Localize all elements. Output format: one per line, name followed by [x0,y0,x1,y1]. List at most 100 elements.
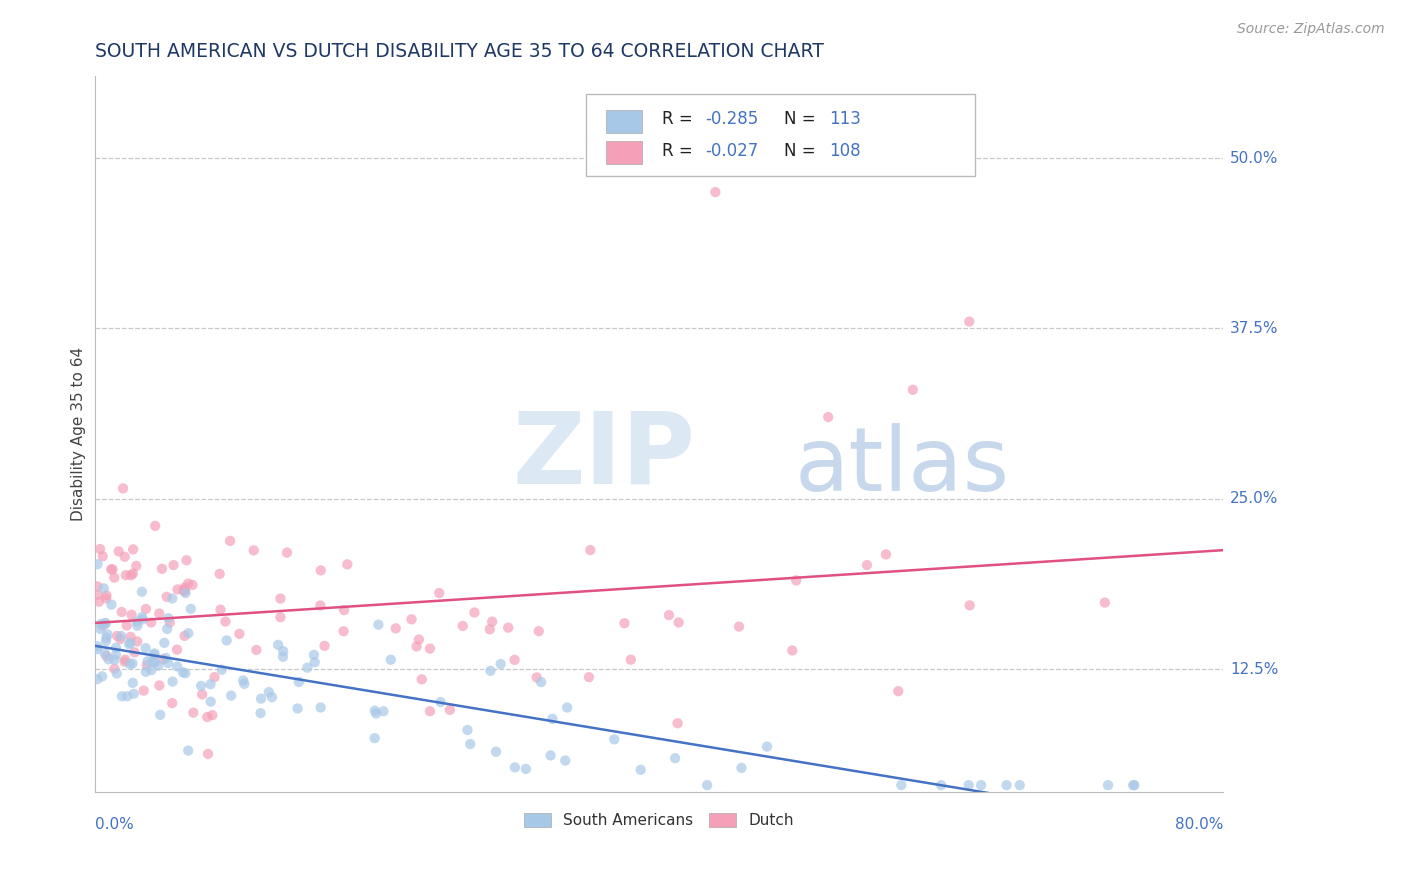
Point [89,622,111,636]
Point [856,558,879,573]
Text: R =: R = [662,110,699,128]
Point [127,618,149,632]
Point [86,639,108,653]
Point [666,716,689,731]
Point [114,568,136,582]
Point [959,599,981,613]
Point [120,636,142,650]
Point [91,618,114,632]
Point [125,558,148,573]
Point [242,543,264,558]
Point [120,657,142,672]
Text: N =: N = [785,110,821,128]
Point [555,700,578,714]
Point [143,656,166,670]
Point [228,627,250,641]
Text: -0.027: -0.027 [706,142,758,160]
Point [120,630,142,644]
Point [94,616,117,631]
Point [96,588,118,602]
Point [125,615,148,629]
Point [603,732,626,747]
Point [267,638,290,652]
Point [177,743,200,757]
Point [183,706,205,720]
Point [276,545,298,559]
Point [115,618,138,632]
Point [578,670,600,684]
Point [1008,778,1031,792]
Point [1123,778,1146,792]
FancyBboxPatch shape [606,110,643,133]
Point [271,644,294,658]
Point [191,688,214,702]
Text: N =: N = [785,142,821,160]
Point [314,639,336,653]
Point [451,619,474,633]
Point [496,621,519,635]
Point [540,748,562,763]
Point [875,548,897,562]
Point [527,624,550,639]
Point [157,611,180,625]
Point [104,653,127,667]
Point [384,621,406,635]
Point [122,542,145,557]
Point [121,657,143,671]
Point [530,675,553,690]
Point [156,622,179,636]
Point [174,666,197,681]
Point [86,642,108,657]
Point [160,696,183,710]
Point [658,608,681,623]
Point [87,595,110,609]
Point [117,690,139,704]
Text: ZIP: ZIP [512,407,695,504]
Point [288,675,311,690]
Point [159,615,181,630]
Point [287,701,309,715]
Point [143,647,166,661]
Text: -0.285: -0.285 [706,110,758,128]
Point [209,602,232,616]
Point [173,581,195,595]
Point [114,549,136,564]
Point [613,616,636,631]
Point [176,553,198,567]
Point [111,690,134,704]
Point [780,643,803,657]
Point [127,634,149,648]
Point [136,654,159,668]
Point [139,615,162,630]
Point [150,562,173,576]
Point [103,571,125,585]
Text: 50.0%: 50.0% [1230,151,1278,166]
Point [970,778,993,792]
Text: 108: 108 [830,142,860,160]
Point [90,617,112,632]
Point [91,549,114,564]
Point [114,653,136,667]
Point [131,610,153,624]
Point [664,751,686,765]
Point [957,778,980,792]
Point [96,627,118,641]
Point [94,615,117,630]
Text: Source: ZipAtlas.com: Source: ZipAtlas.com [1237,22,1385,37]
Point [332,624,354,639]
Point [380,653,402,667]
Point [204,670,226,684]
Point [94,647,117,661]
Point [197,747,219,761]
Point [579,543,602,558]
Point [124,645,146,659]
Text: 25.0%: 25.0% [1230,491,1278,507]
Point [112,481,135,495]
Point [458,737,481,751]
Point [526,670,548,684]
Point [309,563,332,577]
Point [478,622,501,636]
Point [107,544,129,558]
Point [364,704,387,718]
Point [1094,596,1116,610]
